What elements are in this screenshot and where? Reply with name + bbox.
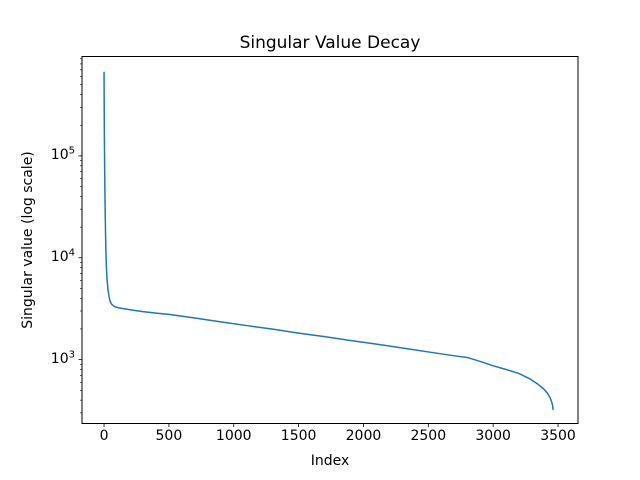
x-tick-label: 2000 — [345, 428, 382, 444]
y-tick-label: 104 — [50, 247, 75, 265]
x-tick-label: 500 — [155, 428, 183, 444]
y-tick-label: 103 — [50, 348, 75, 367]
x-tick-label: 1500 — [280, 428, 317, 444]
x-axis-label: Index — [310, 453, 350, 469]
y-axis-label: Singular value (log scale) — [20, 151, 36, 329]
x-tick-label: 2500 — [410, 428, 447, 444]
axes-spines — [81, 56, 579, 424]
x-tick-label: 0 — [99, 428, 109, 444]
x-tick-label: 3000 — [475, 428, 511, 444]
y-tick-label: 105 — [50, 145, 75, 163]
chart-title: Singular Value Decay — [239, 33, 421, 53]
x-tick-label: 3500 — [540, 428, 576, 444]
series-line — [103, 71, 554, 411]
x-tick-label: 1000 — [215, 428, 252, 444]
